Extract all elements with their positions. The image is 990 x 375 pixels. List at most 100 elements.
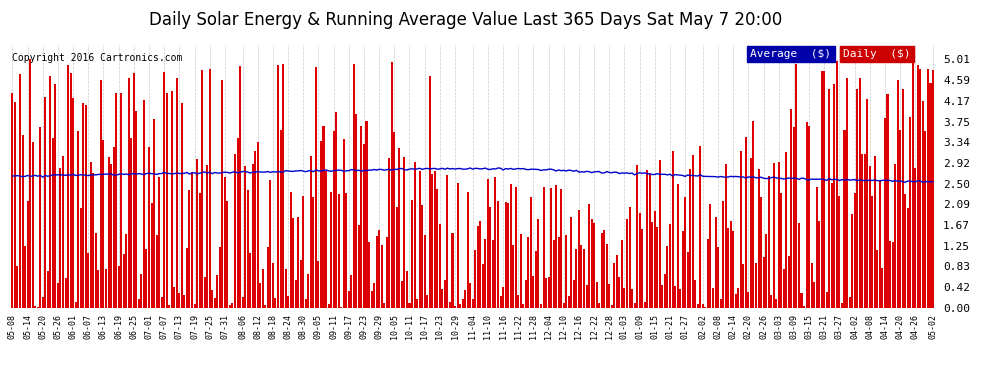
Bar — [512, 245, 514, 308]
Bar — [269, 180, 271, 308]
Bar — [12, 93, 14, 308]
Bar — [879, 181, 881, 308]
Bar — [798, 223, 800, 308]
Bar — [416, 299, 418, 307]
Bar — [448, 302, 451, 307]
Bar — [505, 202, 507, 308]
Bar — [444, 280, 446, 308]
Bar — [876, 250, 878, 307]
Bar — [64, 278, 66, 308]
Bar — [206, 165, 208, 308]
Bar — [510, 184, 512, 308]
Bar — [338, 194, 340, 308]
Bar — [846, 78, 848, 308]
Bar — [530, 197, 532, 308]
Bar — [305, 299, 307, 307]
Bar — [523, 304, 525, 307]
Bar — [59, 168, 61, 308]
Bar — [897, 80, 899, 308]
Bar — [557, 237, 559, 308]
Bar — [35, 306, 37, 308]
Bar — [533, 276, 535, 308]
Bar — [925, 131, 927, 308]
Bar — [651, 222, 653, 308]
Bar — [100, 80, 102, 308]
Bar — [674, 286, 676, 308]
Bar — [459, 304, 461, 307]
Bar — [742, 264, 744, 308]
Bar — [631, 289, 633, 308]
Bar — [211, 290, 213, 308]
Bar — [871, 196, 873, 308]
Bar — [22, 135, 24, 308]
Bar — [355, 114, 357, 308]
Bar — [237, 138, 239, 308]
Bar — [578, 210, 580, 308]
Bar — [598, 303, 600, 307]
Bar — [173, 287, 175, 308]
Bar — [676, 183, 678, 308]
Bar — [656, 227, 658, 308]
Bar — [267, 248, 269, 308]
Bar — [398, 148, 400, 308]
Bar — [141, 274, 143, 308]
Bar — [749, 158, 752, 308]
Bar — [697, 304, 699, 307]
Bar — [168, 305, 170, 308]
Bar — [545, 278, 547, 308]
Bar — [318, 261, 320, 308]
Bar — [694, 280, 696, 308]
Bar — [479, 221, 481, 308]
Bar — [856, 89, 858, 308]
Bar — [659, 160, 661, 308]
Bar — [575, 249, 577, 308]
Bar — [328, 304, 330, 307]
Bar — [325, 171, 327, 308]
Bar — [684, 197, 686, 308]
Bar — [170, 91, 173, 308]
Bar — [644, 302, 645, 307]
Bar — [669, 224, 671, 308]
Bar — [254, 151, 256, 308]
Bar — [712, 288, 714, 308]
Bar — [614, 263, 616, 308]
Bar — [409, 303, 411, 307]
Bar — [515, 188, 517, 308]
Bar — [752, 121, 754, 308]
Bar — [323, 126, 325, 308]
Bar — [108, 158, 110, 308]
Bar — [363, 144, 365, 308]
Bar — [927, 69, 929, 308]
Bar — [176, 78, 178, 308]
Bar — [466, 192, 468, 308]
Bar — [762, 257, 764, 307]
Bar — [87, 254, 89, 308]
Bar — [634, 303, 636, 307]
Bar — [621, 240, 623, 308]
Bar — [307, 274, 309, 308]
Bar — [341, 307, 343, 308]
Bar — [482, 264, 484, 308]
Bar — [611, 305, 613, 308]
Bar — [765, 234, 767, 308]
Bar — [500, 296, 502, 307]
Bar — [181, 103, 183, 308]
Bar — [201, 70, 203, 308]
Bar — [120, 93, 122, 308]
Bar — [484, 239, 486, 308]
Bar — [404, 157, 406, 308]
Bar — [535, 251, 537, 308]
Bar — [136, 111, 138, 308]
Bar — [67, 65, 69, 308]
Bar — [256, 142, 258, 308]
Bar — [585, 285, 587, 308]
Text: Copyright 2016 Cartronics.com: Copyright 2016 Cartronics.com — [12, 53, 182, 63]
Bar — [264, 305, 266, 308]
Bar — [824, 71, 826, 308]
Bar — [191, 172, 193, 308]
Bar — [103, 140, 105, 308]
Bar — [474, 250, 476, 307]
Bar — [50, 76, 51, 308]
Bar — [603, 230, 605, 308]
Bar — [115, 93, 117, 308]
